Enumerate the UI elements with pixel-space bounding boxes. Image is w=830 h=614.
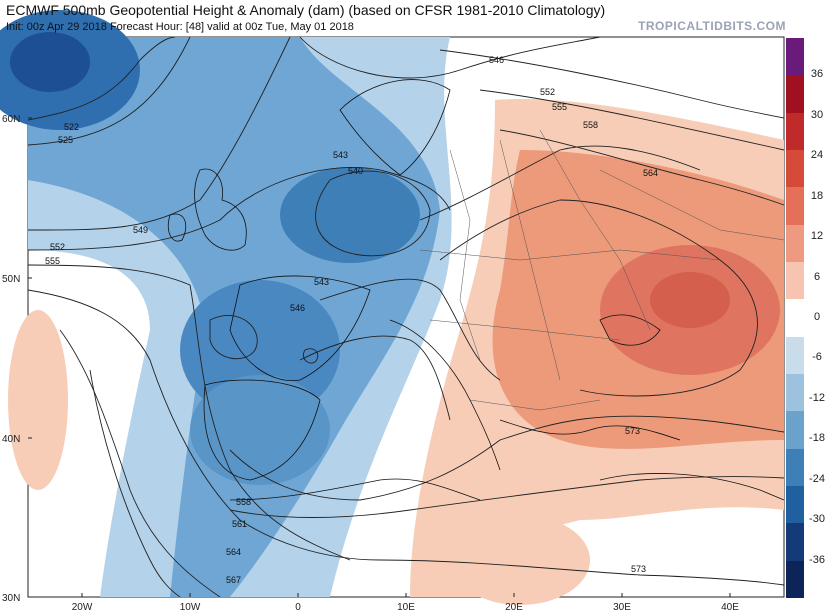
- colorbar-segment: [786, 112, 804, 151]
- contour-label: 555: [45, 256, 60, 266]
- warm-anomaly-africa: [450, 515, 590, 605]
- colorbar-tick-label: -36: [809, 553, 825, 566]
- contour-label: 552: [50, 242, 65, 252]
- map-subtitle: Init: 00z Apr 29 2018 Forecast Hour: [48…: [6, 21, 354, 33]
- contour-label: 558: [236, 497, 251, 507]
- latitude-labels: 60N 50N 40N 30N: [2, 114, 20, 604]
- colorbar-segment: [786, 411, 804, 450]
- colorbar-segment: [786, 448, 804, 487]
- cold-core-northsea: [280, 167, 420, 263]
- contour-label: 546: [290, 303, 305, 313]
- colorbar-tick-label: 30: [810, 108, 824, 121]
- contour-label: 564: [226, 547, 241, 557]
- lat-label: 30N: [2, 593, 20, 604]
- contour-label: 555: [552, 102, 567, 112]
- colorbar-tick-label: -30: [809, 513, 825, 526]
- colorbar-segment: [786, 262, 804, 300]
- lon-label: 40E: [721, 602, 739, 613]
- colorbar-segment: [786, 374, 804, 412]
- contour-label: 525: [58, 135, 73, 145]
- lon-label: 20W: [72, 602, 93, 613]
- colorbar-segment: [786, 486, 804, 524]
- contour-label: 573: [625, 426, 640, 436]
- colorbar-segment: [786, 150, 804, 188]
- lat-label: 60N: [2, 114, 20, 125]
- contour-label: 540: [348, 166, 363, 176]
- colorbar-tick-label: 0: [813, 311, 821, 323]
- lat-label: 40N: [2, 434, 20, 445]
- contour-label: 543: [333, 150, 348, 160]
- colorbar-tick-label: 36: [810, 68, 824, 81]
- colorbar-tick-label: 6: [813, 270, 821, 283]
- map-title: ECMWF 500mb Geopotential Height & Anomal…: [6, 2, 606, 18]
- lon-label: 0: [295, 602, 301, 613]
- colorbar-tick-label: -18: [809, 432, 825, 445]
- contour-label: 558: [583, 120, 598, 130]
- political-borders: [419, 129, 785, 411]
- colorbar-segment: [786, 75, 804, 114]
- longitude-labels: 20W 10W 0 10E 20E 30E 40E: [72, 602, 740, 613]
- contour-label: 573: [631, 564, 646, 574]
- colorbar-segment: [786, 187, 804, 226]
- colorbar-segment: [786, 336, 804, 375]
- colorbar-segment: [786, 299, 804, 338]
- colorbar-tick-label: 24: [810, 149, 824, 162]
- contour-labels: 522 525 540 543 543 546 546 549 552 552 …: [45, 55, 658, 585]
- contour-label: 543: [314, 277, 329, 287]
- lon-label: 10E: [397, 602, 415, 613]
- lat-label: 50N: [2, 274, 20, 285]
- colorbar-segment: [786, 523, 804, 562]
- contour-label: 552: [540, 87, 555, 97]
- colorbar-segment: [786, 560, 804, 599]
- warm-core-ukraine-inner: [650, 272, 730, 328]
- cold-core-northwest-deep: [10, 32, 90, 92]
- colorbar-segment: [786, 224, 804, 263]
- cold-core-iberia: [190, 375, 330, 485]
- contour-label: 522: [64, 122, 79, 132]
- colorbar-tick-label: 18: [810, 189, 824, 202]
- height-contours: [27, 36, 785, 598]
- colorbar: [786, 38, 804, 599]
- site-credit: TROPICALTIDBITS.COM: [638, 19, 786, 33]
- coastlines: [167, 79, 785, 501]
- warm-anomaly-west: [8, 310, 68, 490]
- graticule-ticks: [28, 117, 731, 598]
- colorbar-tick-label: -12: [809, 391, 825, 404]
- lon-label: 20E: [505, 602, 523, 613]
- lon-label: 10W: [180, 602, 201, 613]
- colorbar-tick-label: -24: [809, 472, 825, 485]
- contour-label: 549: [133, 225, 148, 235]
- contour-label: 567: [226, 575, 241, 585]
- contour-label: 546: [489, 55, 504, 65]
- contour-label: 564: [643, 168, 658, 178]
- lon-label: 30E: [613, 602, 631, 613]
- colorbar-segment: [786, 38, 804, 76]
- contour-label: 561: [232, 519, 247, 529]
- colorbar-tick-label: 12: [810, 230, 824, 243]
- colorbar-tick-label: -6: [812, 351, 822, 364]
